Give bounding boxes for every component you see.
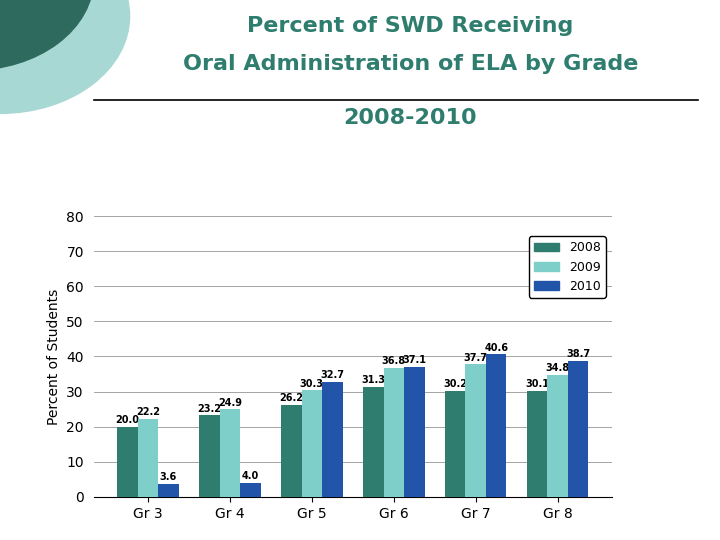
Text: 36.8: 36.8: [382, 356, 406, 366]
Bar: [384, 368, 404, 497]
Text: 4.0: 4.0: [242, 471, 259, 481]
Text: 24.9: 24.9: [218, 397, 242, 408]
Bar: [527, 391, 547, 497]
Text: Percent of SWD Receiving: Percent of SWD Receiving: [247, 16, 574, 36]
Bar: [445, 391, 466, 497]
Bar: [568, 361, 588, 497]
Text: 32.7: 32.7: [320, 370, 344, 380]
Bar: [466, 364, 486, 497]
Text: 23.2: 23.2: [197, 403, 221, 414]
Bar: [281, 405, 302, 497]
Legend: 2008, 2009, 2010: 2008, 2009, 2010: [529, 237, 606, 298]
Bar: [547, 375, 568, 497]
Bar: [363, 387, 384, 497]
Bar: [302, 390, 322, 497]
Bar: [486, 354, 506, 497]
Text: Oral Administration of ELA by Grade: Oral Administration of ELA by Grade: [183, 54, 638, 74]
Text: 20.0: 20.0: [115, 415, 140, 425]
Text: 37.7: 37.7: [464, 353, 487, 363]
Bar: [158, 484, 179, 497]
Text: 2008-2010: 2008-2010: [343, 108, 477, 128]
Text: 38.7: 38.7: [566, 349, 590, 359]
Text: 40.6: 40.6: [485, 342, 508, 353]
Bar: [404, 367, 425, 497]
Bar: [220, 409, 240, 497]
Bar: [117, 427, 138, 497]
Text: 26.2: 26.2: [279, 393, 303, 403]
Y-axis label: Percent of Students: Percent of Students: [47, 288, 60, 424]
Bar: [240, 483, 261, 497]
Text: 30.3: 30.3: [300, 379, 324, 389]
Bar: [199, 415, 220, 497]
Text: 37.1: 37.1: [402, 355, 426, 365]
Bar: [322, 382, 343, 497]
Text: 34.8: 34.8: [546, 363, 570, 373]
Text: 30.2: 30.2: [444, 379, 467, 389]
Text: 22.2: 22.2: [136, 407, 160, 417]
Text: 31.3: 31.3: [361, 375, 385, 385]
Text: 3.6: 3.6: [160, 472, 177, 482]
Bar: [138, 419, 158, 497]
Text: 30.1: 30.1: [525, 380, 549, 389]
